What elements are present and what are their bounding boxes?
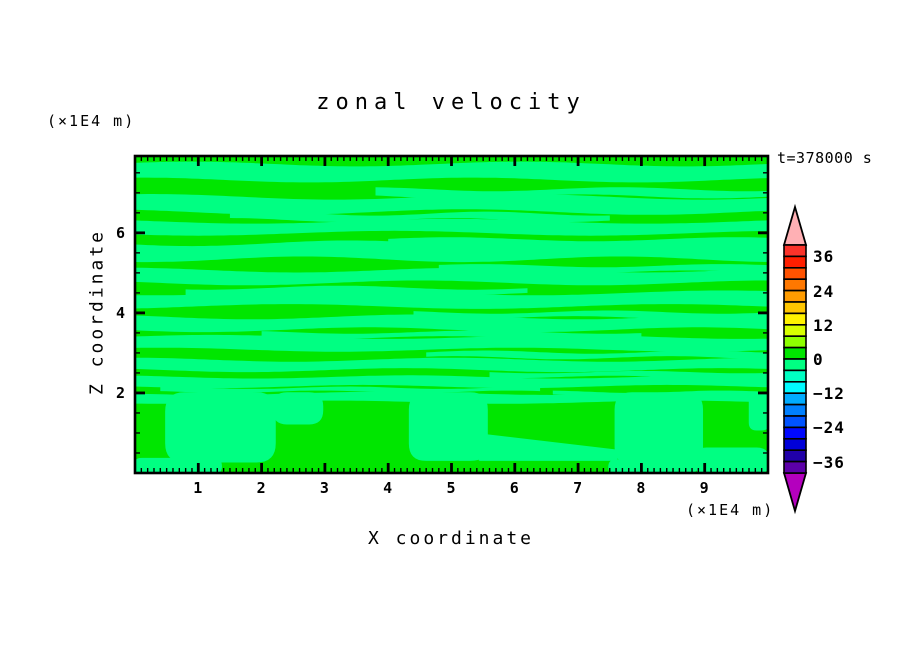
- colorbar-cell: [783, 266, 807, 280]
- colorbar-cell: [783, 460, 807, 474]
- colorbar-cell: [783, 449, 807, 463]
- plot-area: [135, 156, 768, 473]
- y-tick-label: 6: [115, 223, 126, 242]
- x-tick-label: 4: [383, 479, 394, 497]
- colorbar-tick-label: −24: [813, 418, 845, 438]
- x-tick-label: 8: [636, 479, 647, 497]
- colorbar-tick-label: 24: [813, 281, 835, 301]
- colorbar-cell: [783, 415, 807, 429]
- colorbar-cell: [783, 255, 807, 269]
- x-axis-title: X coordinate: [367, 528, 535, 549]
- y-axis-unit-label: (×1E4 m): [47, 112, 136, 130]
- colorbar-cell: [783, 403, 807, 417]
- colorbar-cell: [783, 380, 807, 394]
- colorbar-cell: [783, 392, 807, 406]
- colorbar-tick-label: −12: [813, 384, 845, 404]
- colorbar-cell: [783, 323, 807, 337]
- time-annotation: t=378000 s: [777, 149, 873, 167]
- colorbar-cell: [783, 301, 807, 315]
- colorbar-under-arrow: [782, 472, 808, 515]
- colorbar-cell: [783, 426, 807, 440]
- colorbar-over-arrow: [782, 203, 808, 246]
- x-tick-label: 2: [256, 479, 267, 497]
- colorbar-cell: [783, 369, 807, 383]
- y-tick-label: 4: [115, 303, 126, 322]
- colorbar-cell: [783, 244, 807, 258]
- colorbar-cell: [783, 312, 807, 326]
- x-tick-label: 5: [446, 479, 457, 497]
- colorbar-tick-label: 12: [813, 315, 835, 335]
- x-tick-label: 6: [509, 479, 520, 497]
- x-tick-label: 7: [573, 479, 584, 497]
- y-tick-label: 2: [115, 383, 126, 402]
- colorbar-cell: [783, 289, 807, 303]
- colorbar-cell: [783, 346, 807, 360]
- colorbar-tick-label: 0: [813, 350, 824, 369]
- chart-title: zonal velocity: [316, 90, 586, 115]
- x-tick-label: 9: [699, 479, 710, 497]
- colorbar-cell: [783, 437, 807, 451]
- colorbar-cell: [783, 358, 807, 372]
- x-axis-unit-label: (×1E4 m): [686, 501, 775, 519]
- x-tick-label: 3: [319, 479, 330, 497]
- colorbar-tick-label: −36: [813, 452, 845, 472]
- x-tick-label: 1: [193, 479, 204, 497]
- colorbar-cell: [783, 278, 807, 292]
- colorbar-tick-label: 36: [813, 247, 835, 267]
- colorbar-cell: [783, 335, 807, 349]
